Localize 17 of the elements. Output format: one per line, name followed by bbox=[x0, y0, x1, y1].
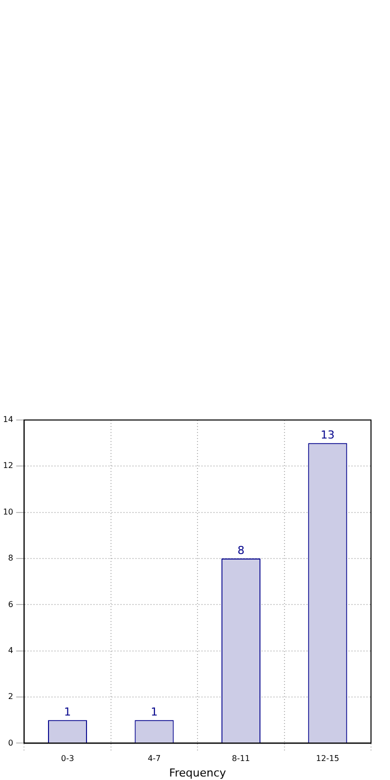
x-tick-label: 4-7 bbox=[148, 754, 161, 764]
x-tick-label: 12-15 bbox=[316, 754, 340, 764]
data-label: 13 bbox=[320, 428, 335, 442]
y-tick-label: 2 bbox=[8, 692, 14, 702]
y-tick-label: 10 bbox=[2, 507, 14, 516]
y-tick-label: 4 bbox=[8, 646, 14, 655]
x-tick-label: 0-3 bbox=[60, 754, 74, 764]
y-tick-label: 12 bbox=[2, 461, 14, 470]
data-label: 1 bbox=[150, 705, 158, 718]
y-tick-label: 6 bbox=[8, 600, 14, 609]
x-axis-title: Frequency bbox=[169, 766, 226, 780]
y-tick-label: 0 bbox=[8, 738, 14, 748]
data-label: 1 bbox=[64, 705, 72, 718]
y-tick-label: 14 bbox=[2, 415, 14, 424]
data-label: 8 bbox=[237, 544, 244, 557]
x-tick-label: 8-11 bbox=[232, 754, 250, 764]
y-tick-label: 8 bbox=[8, 554, 14, 563]
